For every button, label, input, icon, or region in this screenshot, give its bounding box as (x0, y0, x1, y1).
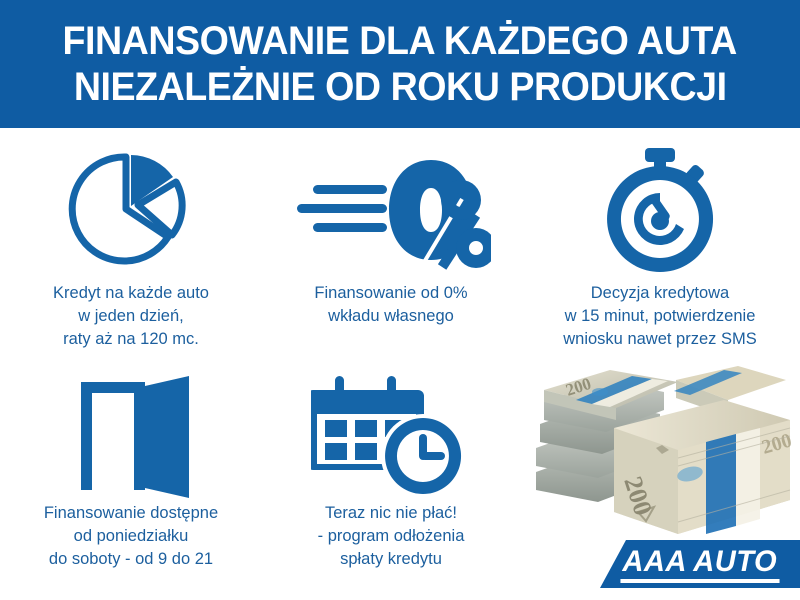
money-and-logo-cell: 200 (520, 360, 800, 600)
stopwatch-icon (595, 142, 725, 282)
feature-item-opening-hours: Finansowanie dostępne od poniedziałku do… (0, 360, 262, 600)
feature-grid: Kredyt na każde auto w jeden dzień, raty… (0, 128, 800, 600)
feature-caption: Kredyt na każde auto w jeden dzień, raty… (53, 284, 209, 348)
headline-line-1: FINANSOWANIE DLA KAŻDEGO AUTA (62, 19, 738, 63)
feature-item-decision-time: Decyzja kredytowa w 15 minut, potwierdze… (520, 128, 800, 360)
feature-caption: Finansowanie od 0% wkładu własnego (314, 284, 468, 325)
feature-item-deferred-payment: Teraz nic nie płać! - program odłożenia … (262, 360, 520, 600)
open-door-icon (67, 372, 195, 502)
feature-item-credit: Kredyt na każde auto w jeden dzień, raty… (0, 128, 262, 360)
pie-chart-icon (68, 142, 194, 282)
banknote-stacks-photo: 200 (536, 366, 794, 534)
calendar-clock-icon (311, 372, 471, 502)
headline-line-2: NIEZALEŻNIE OD ROKU PRODUKCJI (73, 65, 727, 109)
logo-text: AAA AUTO (620, 545, 780, 583)
feature-caption: Finansowanie dostępne od poniedziałku do… (43, 504, 219, 568)
feature-caption: Teraz nic nie płać! - program odłożenia … (317, 504, 465, 568)
feature-caption: Decyzja kredytowa w 15 minut, potwierdze… (563, 284, 757, 348)
feature-item-zero-percent: Finansowanie od 0% wkładu własnego (262, 128, 520, 360)
zero-percent-icon (291, 142, 491, 282)
aaa-auto-logo[interactable]: AAA AUTO (600, 540, 800, 588)
header-band: FINANSOWANIE DLA KAŻDEGO AUTA NIEZALEŻNI… (0, 0, 800, 128)
